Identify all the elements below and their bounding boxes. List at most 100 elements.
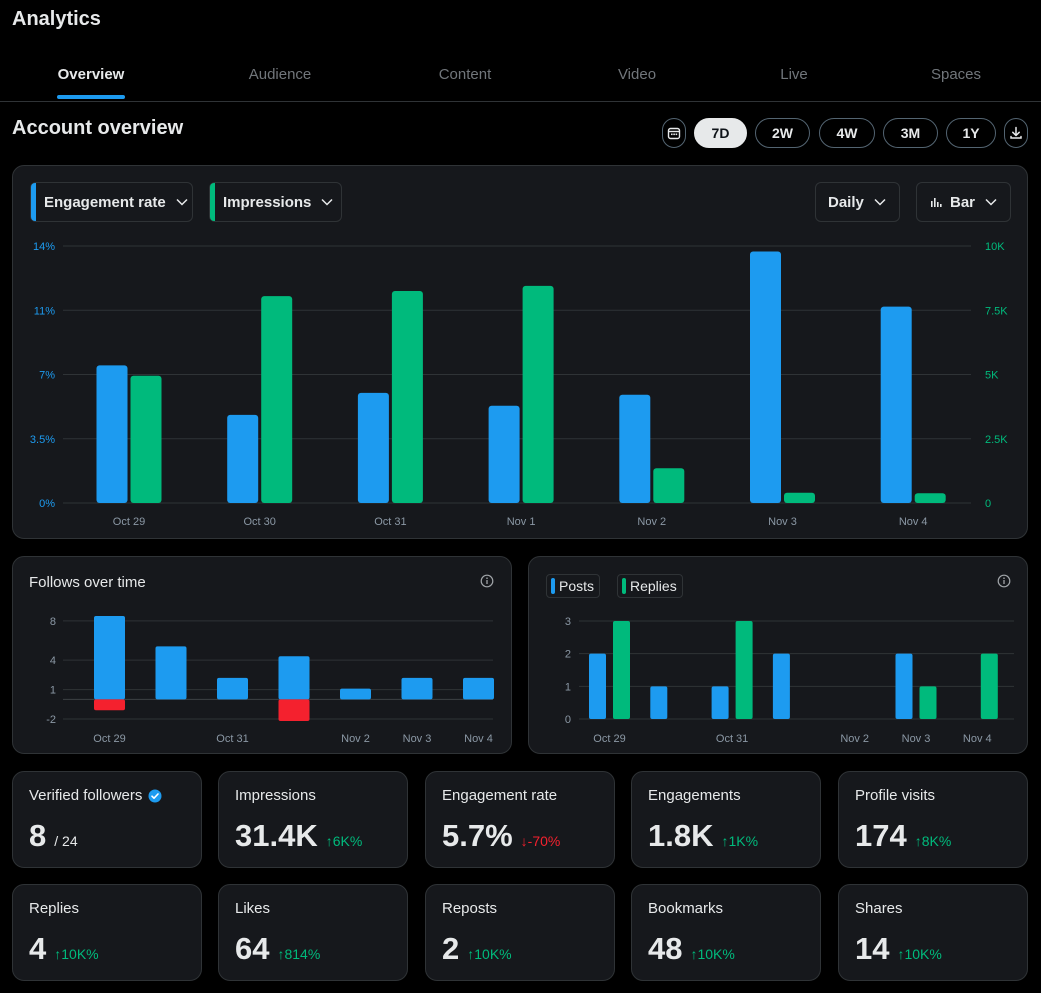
stat-delta: ↑8K% xyxy=(915,833,952,849)
x-tick-label: Oct 31 xyxy=(216,733,248,745)
stat-card-profile-visits[interactable]: Profile visits 174 ↑8K% xyxy=(838,771,1028,868)
download-button[interactable] xyxy=(1004,118,1028,148)
legend-posts[interactable]: Posts xyxy=(546,574,600,598)
y-left-tick-label: 11% xyxy=(34,305,55,317)
follows-bar xyxy=(217,677,248,700)
engagement-rate-bar xyxy=(750,251,781,503)
engagement-rate-bar xyxy=(227,414,259,503)
stat-label: Shares xyxy=(855,900,903,917)
engagement-rate-bar xyxy=(619,394,651,503)
x-tick-label: Nov 3 xyxy=(768,516,797,528)
stat-delta-text: 8K% xyxy=(921,833,952,849)
stat-label-text: Engagements xyxy=(648,787,741,804)
range-2w-button[interactable]: 2W xyxy=(755,118,810,148)
stat-label-text: Reposts xyxy=(442,900,498,917)
tab-live[interactable]: Live xyxy=(760,48,828,100)
stat-value-text: 174 xyxy=(855,818,907,853)
stat-value: 8 / 24 xyxy=(29,818,78,854)
stat-card-impressions[interactable]: Impressions 31.4K ↑6K% xyxy=(218,771,408,868)
stat-delta-text: 10K% xyxy=(61,946,99,962)
stat-delta: ↑814% xyxy=(277,946,320,962)
active-tab-indicator xyxy=(57,95,125,99)
stat-card-shares[interactable]: Shares 14 ↑10K% xyxy=(838,884,1028,981)
arrow-up-icon: ↑ xyxy=(325,833,333,849)
stat-card-replies[interactable]: Replies 4 ↑10K% xyxy=(12,884,202,981)
x-tick-label: Oct 31 xyxy=(716,733,748,745)
stat-card-likes[interactable]: Likes 64 ↑814% xyxy=(218,884,408,981)
range-1y-button[interactable]: 1Y xyxy=(946,118,996,148)
tab-overview[interactable]: Overview xyxy=(48,48,134,100)
stat-value: 4 ↑10K% xyxy=(29,931,99,967)
tab-content[interactable]: Content xyxy=(420,48,510,100)
stat-card-verified-followers[interactable]: Verified followers 8 / 24 xyxy=(12,771,202,868)
info-icon[interactable] xyxy=(480,574,494,588)
replies-bar xyxy=(735,621,753,719)
download-icon xyxy=(1010,126,1022,139)
interval-dropdown[interactable]: Daily xyxy=(815,182,900,222)
tab-label: Overview xyxy=(57,65,125,83)
info-icon[interactable] xyxy=(997,574,1011,588)
impressions-bar xyxy=(130,375,162,503)
stat-total: / 24 xyxy=(54,833,78,849)
y-tick-label: 8 xyxy=(50,616,56,628)
stat-value-text: 31.4K xyxy=(235,818,318,853)
metric1-label: Engagement rate xyxy=(44,193,166,211)
x-tick-label: Nov 1 xyxy=(507,516,536,528)
stat-delta: ↓-70% xyxy=(521,833,561,849)
interval-label: Daily xyxy=(828,193,864,211)
metric2-dropdown[interactable]: Impressions xyxy=(209,182,342,222)
metric1-dropdown[interactable]: Engagement rate xyxy=(30,182,193,222)
stat-card-bookmarks[interactable]: Bookmarks 48 ↑10K% xyxy=(631,884,821,981)
x-tick-label: Oct 29 xyxy=(113,516,145,528)
tab-audience[interactable]: Audience xyxy=(230,48,330,100)
stat-card-reposts[interactable]: Reposts 2 ↑10K% xyxy=(425,884,615,981)
posts-bar xyxy=(772,653,790,719)
page-title: Analytics xyxy=(12,8,101,30)
replies-bar xyxy=(613,621,630,719)
impressions-bar xyxy=(261,296,293,503)
stat-label: Bookmarks xyxy=(648,900,723,917)
x-tick-label: Nov 2 xyxy=(637,516,666,528)
stat-card-engagement-rate[interactable]: Engagement rate 5.7% ↓-70% xyxy=(425,771,615,868)
main-bar-chart: 14% 10K 11% 7.5K 7% 5K 3.5% 2.5K 0% 0 Oct 29 Oct 30… xyxy=(30,241,1008,528)
stat-label: Likes xyxy=(235,900,270,917)
range-4w-button[interactable]: 4W xyxy=(819,118,875,148)
y-left-tick-label: 14% xyxy=(33,241,55,253)
metric2-label: Impressions xyxy=(223,193,312,211)
chart-type-label: Bar xyxy=(950,193,976,211)
stat-value-text: 48 xyxy=(648,931,683,966)
tab-label: Content xyxy=(438,65,492,83)
stat-label-text: Shares xyxy=(855,900,903,917)
engagement-rate-bar xyxy=(357,392,389,503)
stat-label-text: Engagement rate xyxy=(442,787,558,804)
y-right-tick-label: 7.5K xyxy=(985,305,1008,317)
stat-card-engagements[interactable]: Engagements 1.8K ↑1K% xyxy=(631,771,821,868)
tab-video[interactable]: Video xyxy=(600,48,674,100)
stat-value: 31.4K ↑6K% xyxy=(235,818,362,854)
x-tick-label: Oct 29 xyxy=(593,733,625,745)
arrow-up-icon: ↑ xyxy=(54,946,62,962)
replies-bar xyxy=(919,686,937,719)
x-tick-label: Nov 4 xyxy=(899,516,928,528)
calendar-button[interactable] xyxy=(662,118,686,148)
tab-spaces[interactable]: Spaces xyxy=(916,48,996,100)
chart-type-dropdown[interactable]: Bar xyxy=(916,182,1011,222)
stat-value-text: 2 xyxy=(442,931,460,966)
stat-delta-text: 10K% xyxy=(474,946,512,962)
calendar-icon xyxy=(667,127,681,140)
posts-replies-card: Posts Replies 3 2 1 0 Oct 29 Oct 31 Nov 2 Nov 3… xyxy=(528,556,1028,754)
stat-value-text: 4 xyxy=(29,931,47,966)
range-3m-button[interactable]: 3M xyxy=(883,118,938,148)
chevron-down-icon xyxy=(874,198,886,206)
bar-chart-icon xyxy=(931,198,942,207)
stat-delta-text: 1K% xyxy=(728,833,759,849)
range-7d-button[interactable]: 7D xyxy=(694,118,747,148)
arrow-up-icon: ↑ xyxy=(690,946,698,962)
posts-color-marker xyxy=(551,578,555,594)
stat-delta: ↑10K% xyxy=(54,946,98,962)
verified-badge-icon xyxy=(148,789,162,802)
section-title: Account overview xyxy=(12,117,184,139)
follows-bar xyxy=(340,688,371,700)
legend-replies[interactable]: Replies xyxy=(617,574,683,598)
tab-bar: Overview Audience Content Video Live Spa… xyxy=(0,48,1041,102)
